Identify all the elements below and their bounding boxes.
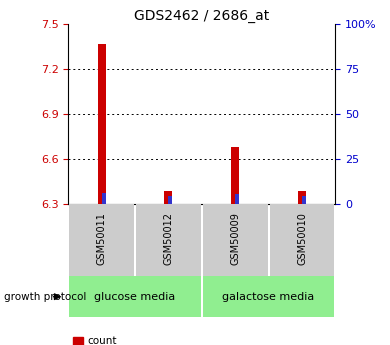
Text: glucose media: glucose media bbox=[94, 292, 176, 302]
Bar bbox=[269, 204, 334, 276]
Text: growth protocol: growth protocol bbox=[4, 292, 86, 302]
Bar bbox=[69, 204, 134, 276]
Bar bbox=[203, 276, 334, 317]
Text: GSM50009: GSM50009 bbox=[230, 212, 240, 265]
Bar bbox=[203, 204, 268, 276]
Text: GSM50010: GSM50010 bbox=[297, 212, 307, 265]
Bar bbox=[69, 276, 201, 317]
Bar bbox=[302, 196, 306, 204]
Legend: count, percentile rank within the sample: count, percentile rank within the sample bbox=[73, 336, 263, 345]
Bar bbox=[98, 43, 106, 204]
Bar bbox=[165, 191, 172, 204]
Text: GSM50011: GSM50011 bbox=[97, 212, 106, 265]
Bar bbox=[168, 196, 172, 204]
Text: galactose media: galactose media bbox=[222, 292, 315, 302]
Bar bbox=[298, 191, 306, 204]
Text: GSM50012: GSM50012 bbox=[163, 212, 174, 265]
Bar bbox=[102, 193, 106, 204]
Bar bbox=[235, 194, 239, 204]
Bar bbox=[231, 147, 239, 204]
Bar bbox=[136, 204, 201, 276]
Title: GDS2462 / 2686_at: GDS2462 / 2686_at bbox=[134, 9, 269, 23]
